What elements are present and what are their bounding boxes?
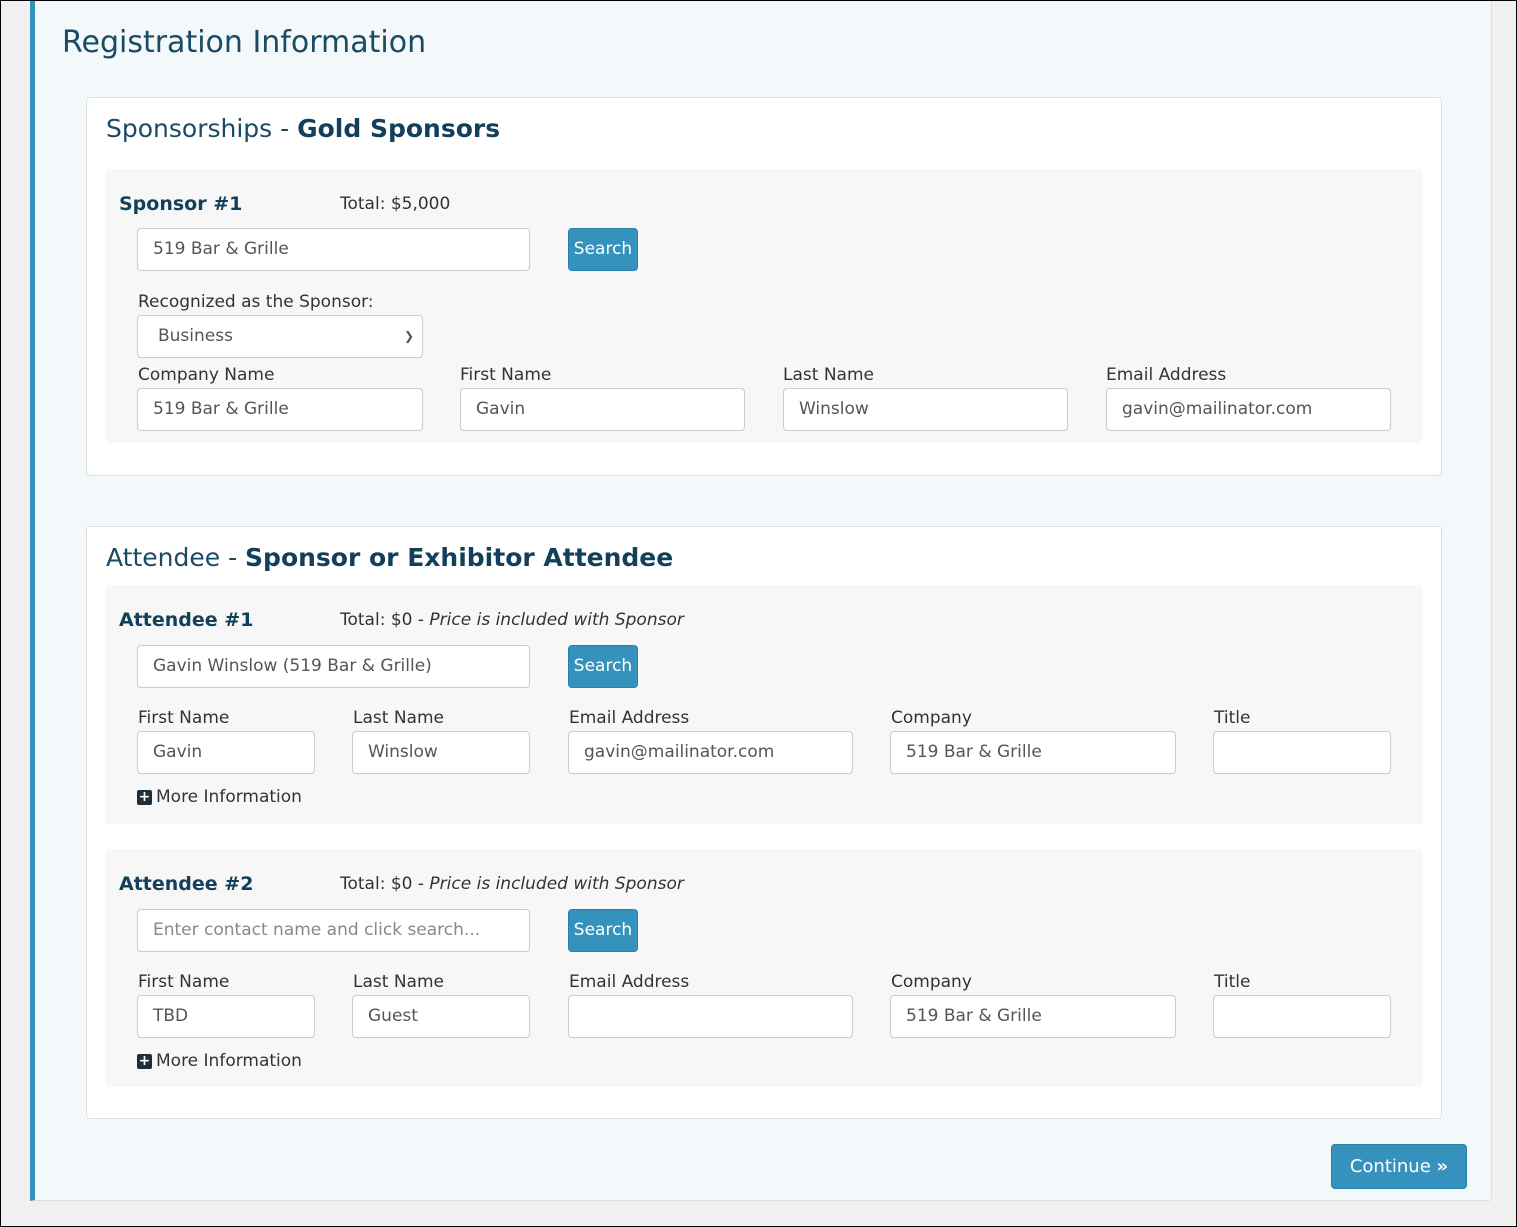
first-name-input[interactable]: Gavin	[460, 388, 745, 431]
sponsor-total: Total: $5,000	[340, 194, 451, 214]
attendee-search-button[interactable]: Search	[568, 909, 638, 952]
last-name-input[interactable]: Guest	[352, 995, 530, 1038]
heading-type: Gold Sponsors	[297, 114, 501, 143]
last-name-label: Last Name	[783, 365, 874, 385]
last-name-label: Last Name	[353, 708, 444, 728]
first-name-input[interactable]: TBD	[137, 995, 315, 1038]
sponsor-label: Sponsor #1	[119, 193, 243, 215]
attendee-search-button[interactable]: Search	[568, 645, 638, 688]
recognized-label: Recognized as the Sponsor:	[138, 292, 374, 312]
company-label: Company	[891, 708, 972, 728]
first-name-label: First Name	[460, 365, 552, 385]
title-label: Title	[1214, 708, 1251, 728]
title-input[interactable]	[1213, 731, 1391, 774]
more-information-label: More Information	[156, 787, 302, 807]
price-note: Price is included with Sponsor	[429, 874, 684, 894]
company-name-label: Company Name	[138, 365, 275, 385]
last-name-label: Last Name	[353, 972, 444, 992]
company-name-input[interactable]: 519 Bar & Grille	[137, 388, 423, 431]
last-name-input[interactable]: Winslow	[352, 731, 530, 774]
email-input[interactable]: gavin@mailinator.com	[1106, 388, 1391, 431]
heading-prefix: Attendee -	[106, 543, 246, 572]
first-name-label: First Name	[138, 972, 230, 992]
more-information-toggle[interactable]: + More Information	[137, 787, 302, 807]
attendee-heading: Attendee - Sponsor or Exhibitor Attendee	[106, 543, 673, 572]
attendee-1-section	[106, 585, 1422, 824]
email-label: Email Address	[569, 708, 690, 728]
heading-prefix: Sponsorships -	[106, 114, 298, 143]
total-amount: Total: $0	[340, 874, 413, 894]
heading-type: Sponsor or Exhibitor Attendee	[245, 543, 674, 572]
email-input[interactable]	[568, 995, 853, 1038]
last-name-input[interactable]: Winslow	[783, 388, 1068, 431]
first-name-label: First Name	[138, 708, 230, 728]
attendee-2-section	[106, 849, 1422, 1087]
email-input[interactable]: gavin@mailinator.com	[568, 731, 853, 774]
continue-label: Continue	[1349, 1156, 1431, 1177]
recognized-select[interactable]: Business ❯	[137, 315, 423, 358]
company-input[interactable]: 519 Bar & Grille	[890, 731, 1176, 774]
continue-button[interactable]: Continue »	[1331, 1144, 1467, 1189]
attendee-total: Total: $0 - Price is included with Spons…	[340, 874, 684, 894]
plus-square-icon: +	[137, 788, 152, 805]
price-note: Price is included with Sponsor	[429, 610, 684, 630]
chevron-down-icon: ❯	[403, 329, 414, 343]
total-amount: Total: $0	[340, 610, 413, 630]
email-label: Email Address	[1106, 365, 1227, 385]
first-name-input[interactable]: Gavin	[137, 731, 315, 774]
more-information-label: More Information	[156, 1051, 302, 1071]
attendee-label: Attendee #2	[119, 873, 254, 895]
attendee-label: Attendee #1	[119, 609, 254, 631]
sponsorship-heading: Sponsorships - Gold Sponsors	[106, 114, 500, 143]
recognized-value: Business	[158, 326, 233, 346]
sponsor-search-input[interactable]: 519 Bar & Grille	[137, 228, 530, 271]
email-label: Email Address	[569, 972, 690, 992]
double-chevron-right-icon: »	[1436, 1156, 1449, 1177]
sponsor-search-button[interactable]: Search	[568, 228, 638, 271]
page-title: Registration Information	[62, 25, 427, 60]
plus-square-icon: +	[137, 1052, 152, 1069]
attendee-total: Total: $0 - Price is included with Spons…	[340, 610, 684, 630]
attendee-search-input[interactable]: Gavin Winslow (519 Bar & Grille)	[137, 645, 530, 688]
company-input[interactable]: 519 Bar & Grille	[890, 995, 1176, 1038]
more-information-toggle[interactable]: + More Information	[137, 1051, 302, 1071]
attendee-search-input[interactable]: Enter contact name and click search...	[137, 909, 530, 952]
title-label: Title	[1214, 972, 1251, 992]
company-label: Company	[891, 972, 972, 992]
title-input[interactable]	[1213, 995, 1391, 1038]
